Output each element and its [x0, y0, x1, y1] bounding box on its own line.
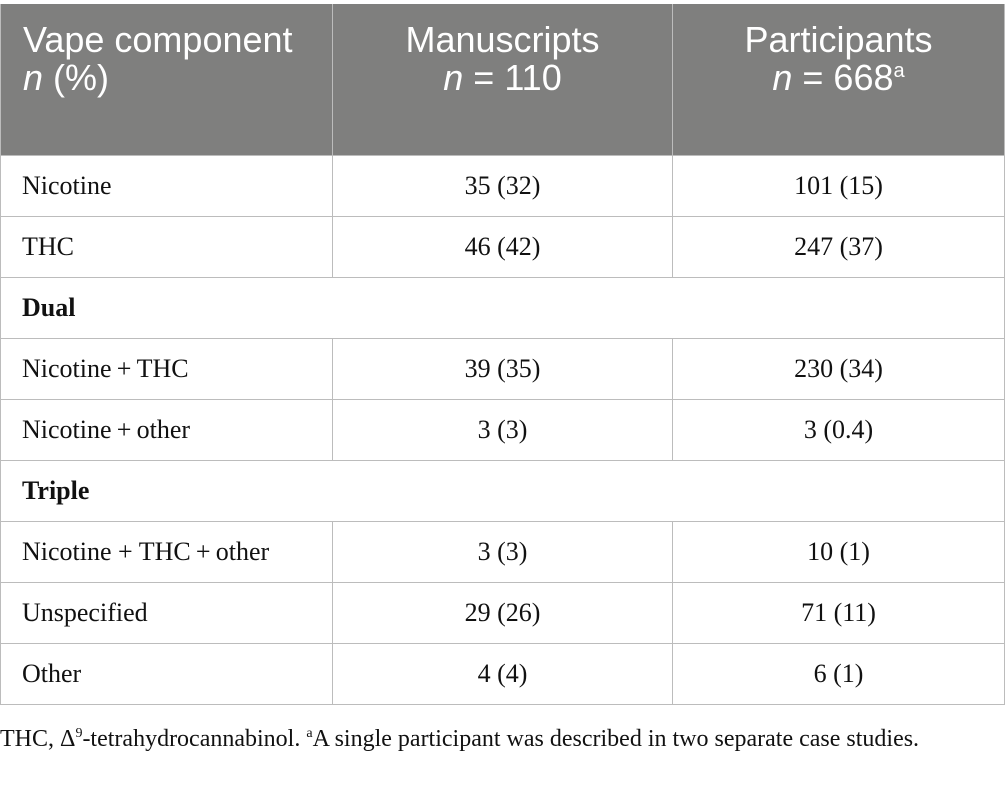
participants-cell: 230 (34)	[672, 337, 1005, 400]
vape-component-table: Vape component n (%) Manuscripts n = 110 …	[0, 4, 1005, 705]
participants-cell: 10 (1)	[672, 520, 1005, 583]
table-row: Nicotine + THC 39 (35) 230 (34)	[0, 337, 1005, 400]
row-label: Nicotine	[0, 154, 333, 217]
row-label: Nicotine + THC + other	[0, 520, 333, 583]
table-row: Nicotine 35 (32) 101 (15)	[0, 154, 1005, 217]
table-row: Nicotine + THC + other 3 (3) 10 (1)	[0, 520, 1005, 583]
manuscripts-cell: 46 (42)	[332, 215, 673, 278]
participants-cell: 247 (37)	[672, 215, 1005, 278]
manuscripts-cell: 4 (4)	[332, 642, 673, 705]
table-footnote: THC, Δ9-tetrahydrocannabinol. aA single …	[0, 726, 920, 752]
table-section-row: Triple	[0, 459, 1005, 522]
table-row: Nicotine + other 3 (3) 3 (0.4)	[0, 398, 1005, 461]
manuscripts-cell: 35 (32)	[332, 154, 673, 217]
section-label: Dual	[0, 276, 1005, 339]
table-row: Unspecified 29 (26) 71 (11)	[0, 581, 1005, 644]
manuscripts-cell: 3 (3)	[332, 520, 673, 583]
participants-cell: 6 (1)	[672, 642, 1005, 705]
row-label: Unspecified	[0, 581, 333, 644]
row-label: Nicotine + other	[0, 398, 333, 461]
row-label: Other	[0, 642, 333, 705]
manuscripts-cell: 3 (3)	[332, 398, 673, 461]
table-section-row: Dual	[0, 276, 1005, 339]
header-participants: Participants n = 668a	[672, 4, 1005, 156]
row-label: THC	[0, 215, 333, 278]
footnote-marker: a	[893, 60, 905, 82]
participants-cell: 3 (0.4)	[672, 398, 1005, 461]
participants-cell: 101 (15)	[672, 154, 1005, 217]
table-header-row: Vape component n (%) Manuscripts n = 110 …	[0, 4, 1005, 156]
manuscripts-cell: 39 (35)	[332, 337, 673, 400]
manuscripts-cell: 29 (26)	[332, 581, 673, 644]
header-manuscripts: Manuscripts n = 110	[332, 4, 673, 156]
table-row: THC 46 (42) 247 (37)	[0, 215, 1005, 278]
row-label: Nicotine + THC	[0, 337, 333, 400]
table-row: Other 4 (4) 6 (1)	[0, 642, 1005, 705]
section-label: Triple	[0, 459, 1005, 522]
header-vape-component: Vape component n (%)	[0, 4, 333, 156]
participants-cell: 71 (11)	[672, 581, 1005, 644]
